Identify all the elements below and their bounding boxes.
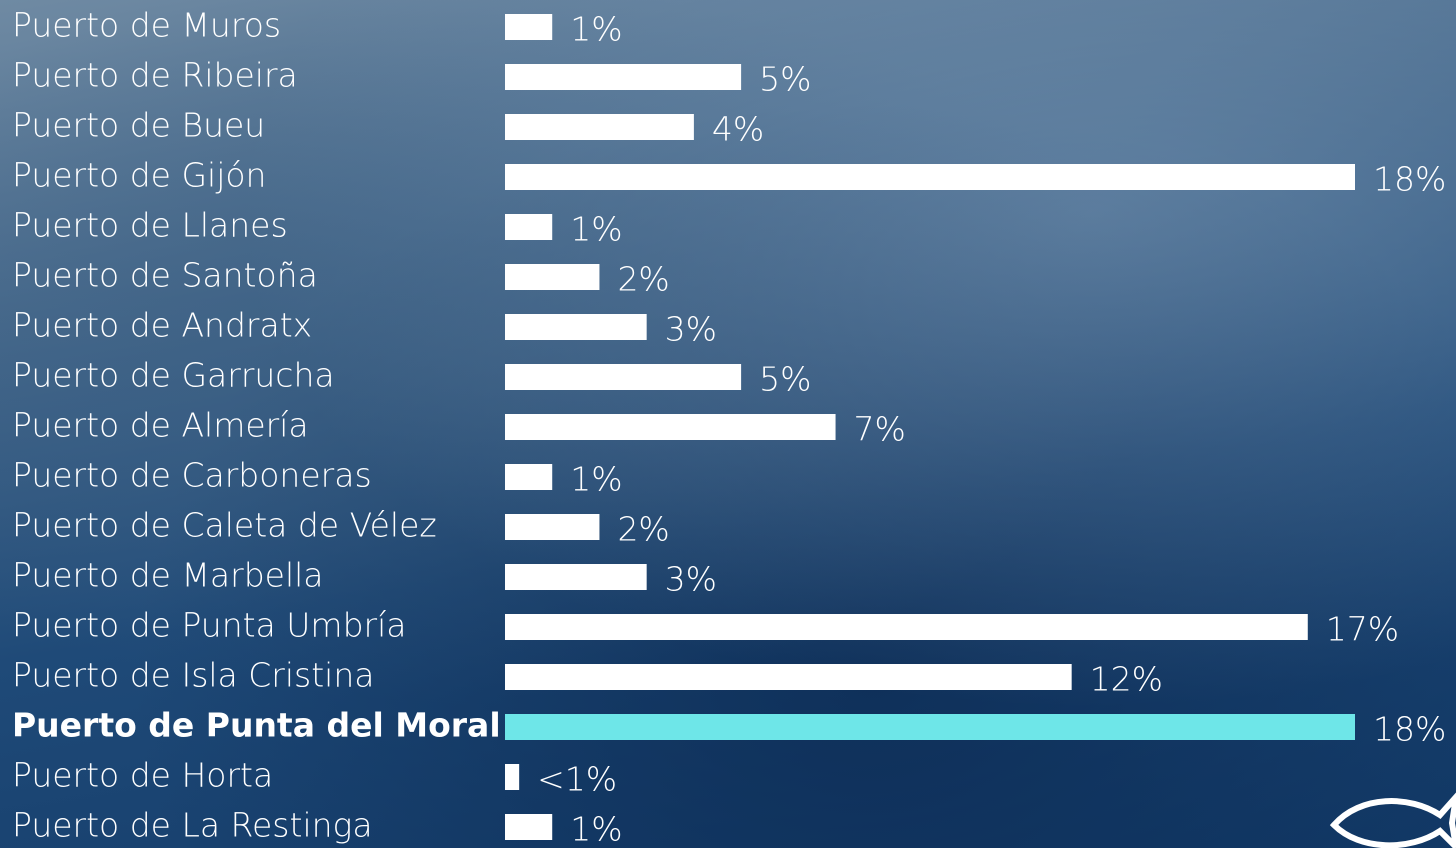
category-label: Puerto de Isla Cristina (12, 656, 374, 695)
category-label: Puerto de Almería (12, 406, 309, 445)
stage: Puerto de Muros 1% Puerto de Ribeira 5% Puer… (0, 0, 1456, 848)
value-label: 12% (1090, 660, 1163, 699)
bar (505, 64, 741, 90)
bar (505, 714, 1355, 740)
value-label: 18% (1373, 160, 1446, 199)
value-label: 1% (570, 210, 622, 249)
fish-outline (1334, 797, 1456, 847)
category-label: Puerto de Marbella (12, 556, 324, 595)
value-label: 3% (665, 310, 717, 349)
value-label: 2% (617, 260, 669, 299)
bar (505, 114, 694, 140)
bar (505, 364, 741, 390)
value-label: 1% (570, 10, 622, 49)
bar (505, 164, 1355, 190)
category-label: Puerto de Gijón (12, 156, 266, 195)
category-label: Puerto de Muros (12, 6, 281, 45)
value-label: 18% (1373, 710, 1446, 749)
bar (505, 614, 1308, 640)
bar (505, 664, 1072, 690)
bar (505, 514, 599, 540)
fish-icon (1334, 797, 1456, 847)
bar (505, 764, 519, 790)
value-label: 1% (570, 460, 622, 499)
value-label: 5% (759, 60, 811, 99)
bar (505, 414, 836, 440)
category-label: Puerto de Carboneras (12, 456, 372, 495)
bar (505, 14, 552, 40)
category-label: Puerto de La Restinga (12, 806, 373, 845)
category-label: Puerto de Garrucha (12, 356, 335, 395)
bar (505, 814, 552, 840)
bar (505, 264, 599, 290)
category-label: Puerto de Andratx (12, 306, 312, 345)
category-label: Puerto de Ribeira (12, 56, 298, 95)
bar (505, 564, 647, 590)
value-label: 3% (665, 560, 717, 599)
category-label: Puerto de Horta (12, 756, 273, 795)
bar (505, 214, 552, 240)
category-label: Puerto de Punta del Moral (12, 706, 501, 745)
value-label: 1% (570, 810, 622, 849)
chart: Puerto de Muros 1% Puerto de Ribeira 5% Puer… (0, 0, 1456, 848)
category-label: Puerto de Punta Umbría (12, 606, 406, 645)
value-label: 4% (712, 110, 764, 149)
category-label: Puerto de Caleta de Vélez (12, 506, 437, 545)
bar (505, 314, 647, 340)
category-label: Puerto de Llanes (12, 206, 288, 245)
bar (505, 464, 552, 490)
value-label: 5% (759, 360, 811, 399)
value-label: <1% (537, 760, 617, 799)
value-label: 17% (1326, 610, 1399, 649)
value-label: 7% (854, 410, 906, 449)
category-label: Puerto de Santoña (12, 256, 318, 295)
value-label: 2% (617, 510, 669, 549)
category-label: Puerto de Bueu (12, 106, 265, 145)
